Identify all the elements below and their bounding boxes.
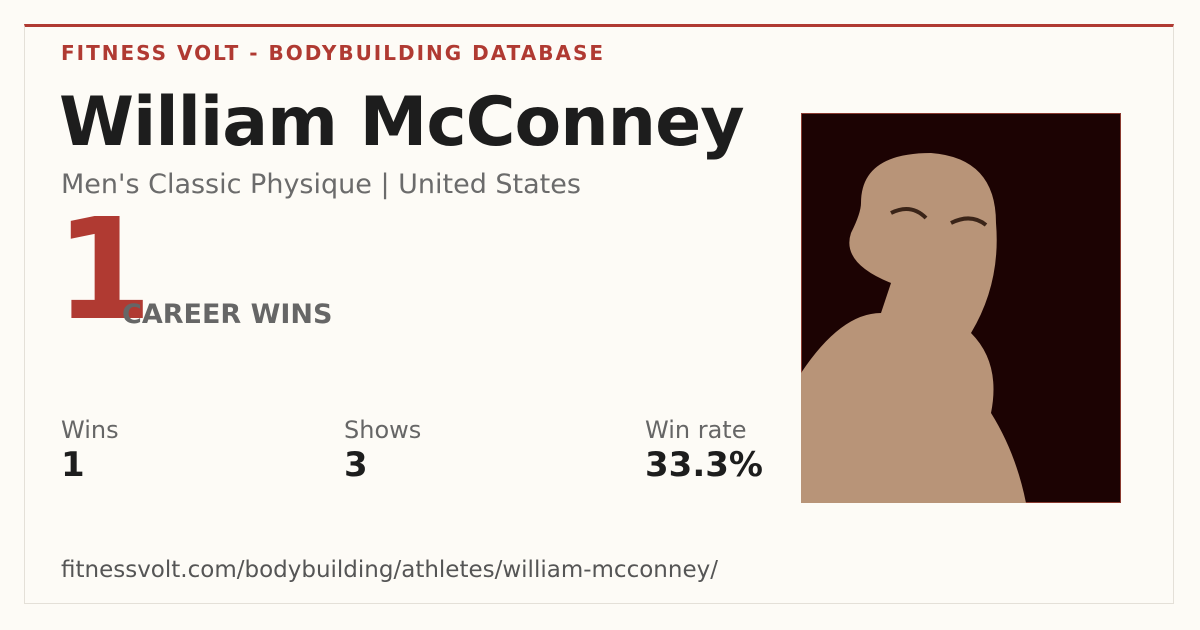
photo-detail (890, 207, 988, 227)
card: FITNESS VOLT - BODYBUILDING DATABASE Wil… (24, 24, 1174, 604)
brand: FITNESS VOLT - BODYBUILDING DATABASE (61, 41, 606, 65)
stat-value: 33.3% (645, 445, 763, 485)
career-label: CAREER WINS (122, 299, 333, 330)
athlete-subtitle: Men's Classic Physique | United States (61, 169, 581, 200)
url: fitnessvolt.com/bodybuilding/athletes/wi… (61, 557, 718, 583)
stat-label: Win rate (645, 416, 747, 444)
career-count: 1 (55, 189, 153, 352)
stat-label: Wins (61, 416, 119, 444)
photo-figure (801, 153, 1026, 503)
stat-value: 3 (344, 445, 368, 485)
stat-value: 1 (61, 445, 85, 485)
athlete-name: William McConney (59, 83, 745, 162)
stat-label: Shows (344, 416, 422, 444)
athlete-photo (801, 113, 1121, 503)
